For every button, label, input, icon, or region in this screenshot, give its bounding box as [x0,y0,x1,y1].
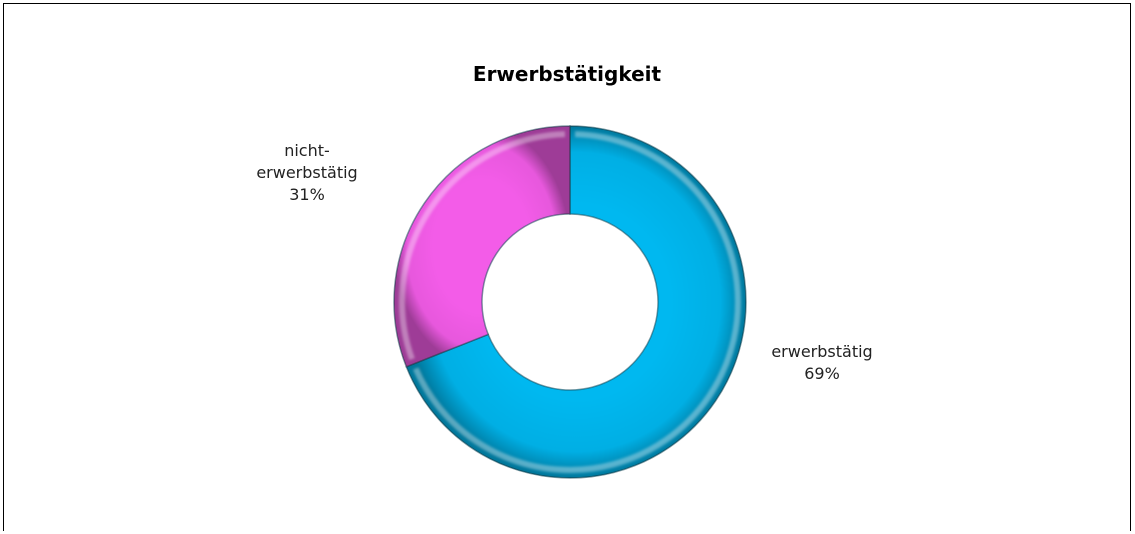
slice-erwerbstaetig-highlight [412,131,741,473]
chart-title: Erwerbstätigkeit [472,62,662,86]
slice-value: 31% [289,185,325,204]
slice-nicht-erwerbstaetig-highlight [399,131,566,361]
slice-name-line1: nicht- [284,141,330,160]
slice-nicht-erwerbstaetig-shading [393,126,570,367]
data-label-nicht-erwerbstaetig: nicht- erwerbstätig 31% [247,140,367,206]
donut-chart [393,125,747,479]
chart-frame: Erwerbstätigkeit erwerbstätig 69% nicht-… [3,3,1131,531]
data-label-erwerbstaetig: erwerbstätig 69% [762,341,882,385]
slice-name-line2: erwerbstätig [256,163,358,182]
slice-erwerbstaetig-shading [406,126,746,478]
slice-value: 69% [804,364,840,383]
slice-name: erwerbstätig [771,342,873,361]
